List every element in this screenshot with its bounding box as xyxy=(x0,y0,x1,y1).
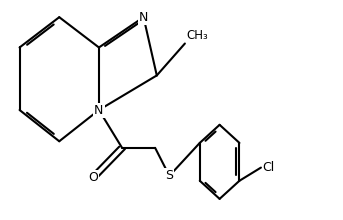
Text: N: N xyxy=(139,11,148,24)
Text: S: S xyxy=(165,169,173,182)
Text: Cl: Cl xyxy=(263,161,275,174)
Text: N: N xyxy=(94,103,104,117)
Text: O: O xyxy=(88,171,98,184)
Text: CH₃: CH₃ xyxy=(187,29,208,42)
